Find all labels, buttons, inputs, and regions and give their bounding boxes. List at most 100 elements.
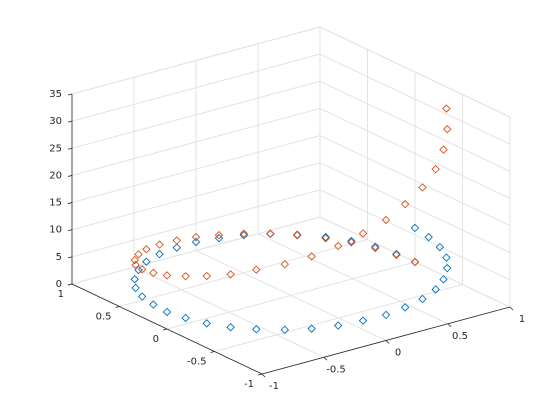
z-tick-label: 10 <box>49 225 62 236</box>
marker <box>333 241 343 251</box>
marker <box>392 249 401 259</box>
marker <box>155 249 164 259</box>
z-tick-label: 5 <box>56 252 62 263</box>
marker <box>239 230 249 240</box>
marker <box>137 265 147 274</box>
grid-line <box>71 162 321 231</box>
z-tick-label: 15 <box>49 198 62 209</box>
tick-mark <box>67 256 73 259</box>
tick-mark <box>67 93 73 96</box>
marker <box>442 104 451 113</box>
marker <box>307 324 316 333</box>
marker <box>266 229 275 238</box>
marker <box>134 250 143 259</box>
z-tick-label: 30 <box>49 116 62 127</box>
marker <box>292 231 302 240</box>
tick-mark <box>323 356 328 361</box>
marker <box>252 325 261 334</box>
marker <box>424 232 433 242</box>
z-tick-label: 0 <box>56 279 62 290</box>
y-tick-label: -0.5 <box>187 357 207 368</box>
x-tick-label: -1 <box>269 381 279 392</box>
grid-line <box>319 162 511 254</box>
marker <box>358 316 368 325</box>
y-tick-label: 0.5 <box>96 312 112 323</box>
box-edge <box>71 26 321 95</box>
marker <box>410 257 420 267</box>
y-tick-label: 1 <box>58 289 64 300</box>
marker <box>214 230 224 240</box>
x-tick-label: 1 <box>519 314 525 325</box>
marker <box>443 124 452 134</box>
z-tick-label: 35 <box>49 89 62 100</box>
grid-line <box>319 135 511 227</box>
marker <box>149 268 158 278</box>
y-tick-label: -1 <box>244 379 254 390</box>
marker <box>431 285 440 294</box>
grid-line <box>319 189 511 281</box>
marker <box>162 307 172 317</box>
tick-mark <box>261 373 266 378</box>
marker <box>142 245 151 254</box>
marker <box>333 321 343 330</box>
marker <box>347 238 356 247</box>
marker <box>149 300 158 309</box>
grid-line <box>71 135 321 204</box>
grid-line <box>71 189 321 258</box>
marker <box>400 199 410 209</box>
grid-line <box>319 107 511 199</box>
tick-mark <box>210 351 215 353</box>
marker <box>439 275 448 284</box>
tick-mark <box>162 328 168 331</box>
marker <box>347 236 356 246</box>
x-tick-label: -0.5 <box>326 364 346 375</box>
grid-line <box>214 284 463 352</box>
grid-line <box>319 53 511 145</box>
x-tick-label: 0 <box>395 348 401 359</box>
grid-line <box>71 216 321 285</box>
marker <box>321 232 330 242</box>
marker <box>280 325 290 335</box>
z-tick-label: 25 <box>49 143 62 154</box>
marker <box>410 223 420 233</box>
marker <box>191 237 201 247</box>
marker <box>172 243 182 252</box>
marker <box>442 253 451 262</box>
tick-mark <box>385 340 390 344</box>
marker <box>226 322 235 332</box>
grid-line <box>71 80 321 149</box>
marker <box>252 265 261 274</box>
grid-line <box>71 53 321 122</box>
marker <box>418 183 427 192</box>
marker <box>162 271 172 280</box>
tick-mark <box>67 147 73 150</box>
marker <box>392 250 401 260</box>
tick-mark <box>115 306 120 308</box>
marker <box>381 310 391 320</box>
marker <box>202 271 211 281</box>
grid-line <box>71 107 321 176</box>
tick-mark <box>67 120 73 123</box>
marker <box>181 272 190 281</box>
marker <box>181 313 190 323</box>
marker <box>239 229 249 238</box>
marker <box>358 229 368 238</box>
marker <box>130 275 139 284</box>
tick-mark <box>67 175 73 177</box>
z-tick-label: 20 <box>49 170 62 181</box>
grid-line <box>319 80 511 172</box>
marker <box>431 164 440 174</box>
box-edge <box>319 26 511 118</box>
marker <box>172 236 182 245</box>
marker <box>400 303 410 312</box>
marker <box>439 145 448 154</box>
marker <box>381 215 391 225</box>
tick-mark <box>257 373 263 376</box>
marker <box>134 265 143 275</box>
marker <box>418 294 427 304</box>
grid-line <box>319 216 511 308</box>
marker <box>131 260 140 270</box>
grid-line <box>119 239 368 307</box>
marker <box>280 259 290 269</box>
